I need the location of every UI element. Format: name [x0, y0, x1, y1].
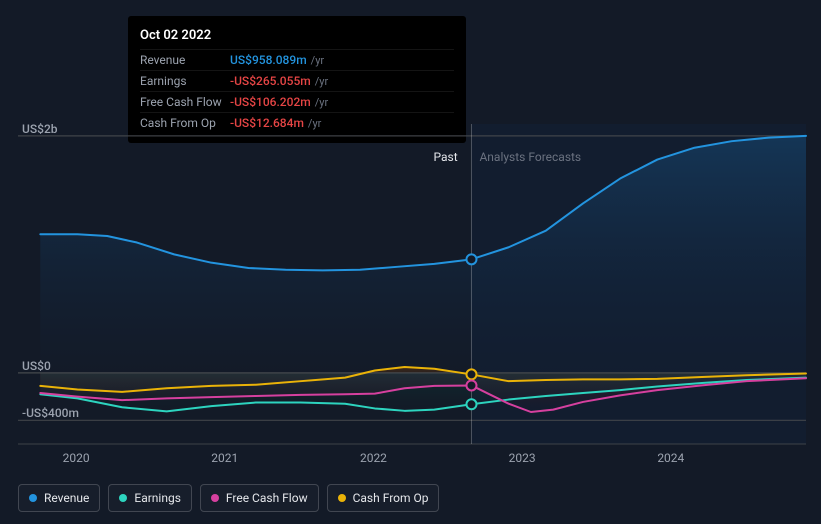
legend-label: Earnings: [134, 491, 181, 505]
y-axis-label: US$0: [22, 359, 51, 373]
tooltip-row-value: -US$265.055m: [230, 74, 311, 88]
chart-legend: Revenue Earnings Free Cash Flow Cash From O…: [18, 484, 439, 512]
x-axis: 2020 2021 2022 2023 2024: [18, 451, 806, 471]
tooltip-row: Earnings-US$265.055m/yr: [140, 70, 454, 91]
y-axis-label: US$2b: [22, 122, 58, 136]
tooltip-row-label: Revenue: [140, 53, 230, 67]
x-axis-label: 2022: [360, 451, 387, 465]
tooltip-row-unit: /yr: [311, 54, 324, 67]
legend-label: Revenue: [44, 491, 89, 505]
x-axis-label: 2020: [63, 451, 90, 465]
x-axis-label: 2023: [509, 451, 536, 465]
y-axis-label: -US$400m: [22, 406, 79, 420]
x-axis-label: 2021: [211, 451, 238, 465]
legend-label: Free Cash Flow: [226, 491, 308, 505]
legend-item-revenue[interactable]: Revenue: [18, 484, 100, 512]
legend-item-free-cash-flow[interactable]: Free Cash Flow: [200, 484, 319, 512]
tooltip-row-label: Earnings: [140, 74, 230, 88]
legend-dot-icon: [29, 494, 37, 502]
legend-dot-icon: [338, 494, 346, 502]
legend-item-cash-from-op[interactable]: Cash From Op: [327, 484, 440, 512]
financials-chart: [18, 124, 806, 444]
tooltip-row: Free Cash Flow-US$106.202m/yr: [140, 91, 454, 112]
tooltip-row-unit: /yr: [315, 96, 328, 109]
chart-area[interactable]: [18, 124, 806, 444]
region-label-past: Past: [433, 150, 457, 164]
legend-label: Cash From Op: [353, 491, 429, 505]
tooltip-row: RevenueUS$958.089m/yr: [140, 49, 454, 70]
tooltip-row-label: Free Cash Flow: [140, 95, 230, 109]
region-label-forecast: Analysts Forecasts: [479, 150, 581, 164]
legend-item-earnings[interactable]: Earnings: [108, 484, 192, 512]
x-axis-label: 2024: [657, 451, 684, 465]
tooltip-row-unit: /yr: [315, 75, 328, 88]
legend-dot-icon: [211, 494, 219, 502]
tooltip-row-value: US$958.089m: [230, 53, 307, 67]
tooltip-row-value: -US$106.202m: [230, 95, 311, 109]
legend-dot-icon: [119, 494, 127, 502]
tooltip-date: Oct 02 2022: [140, 24, 454, 49]
